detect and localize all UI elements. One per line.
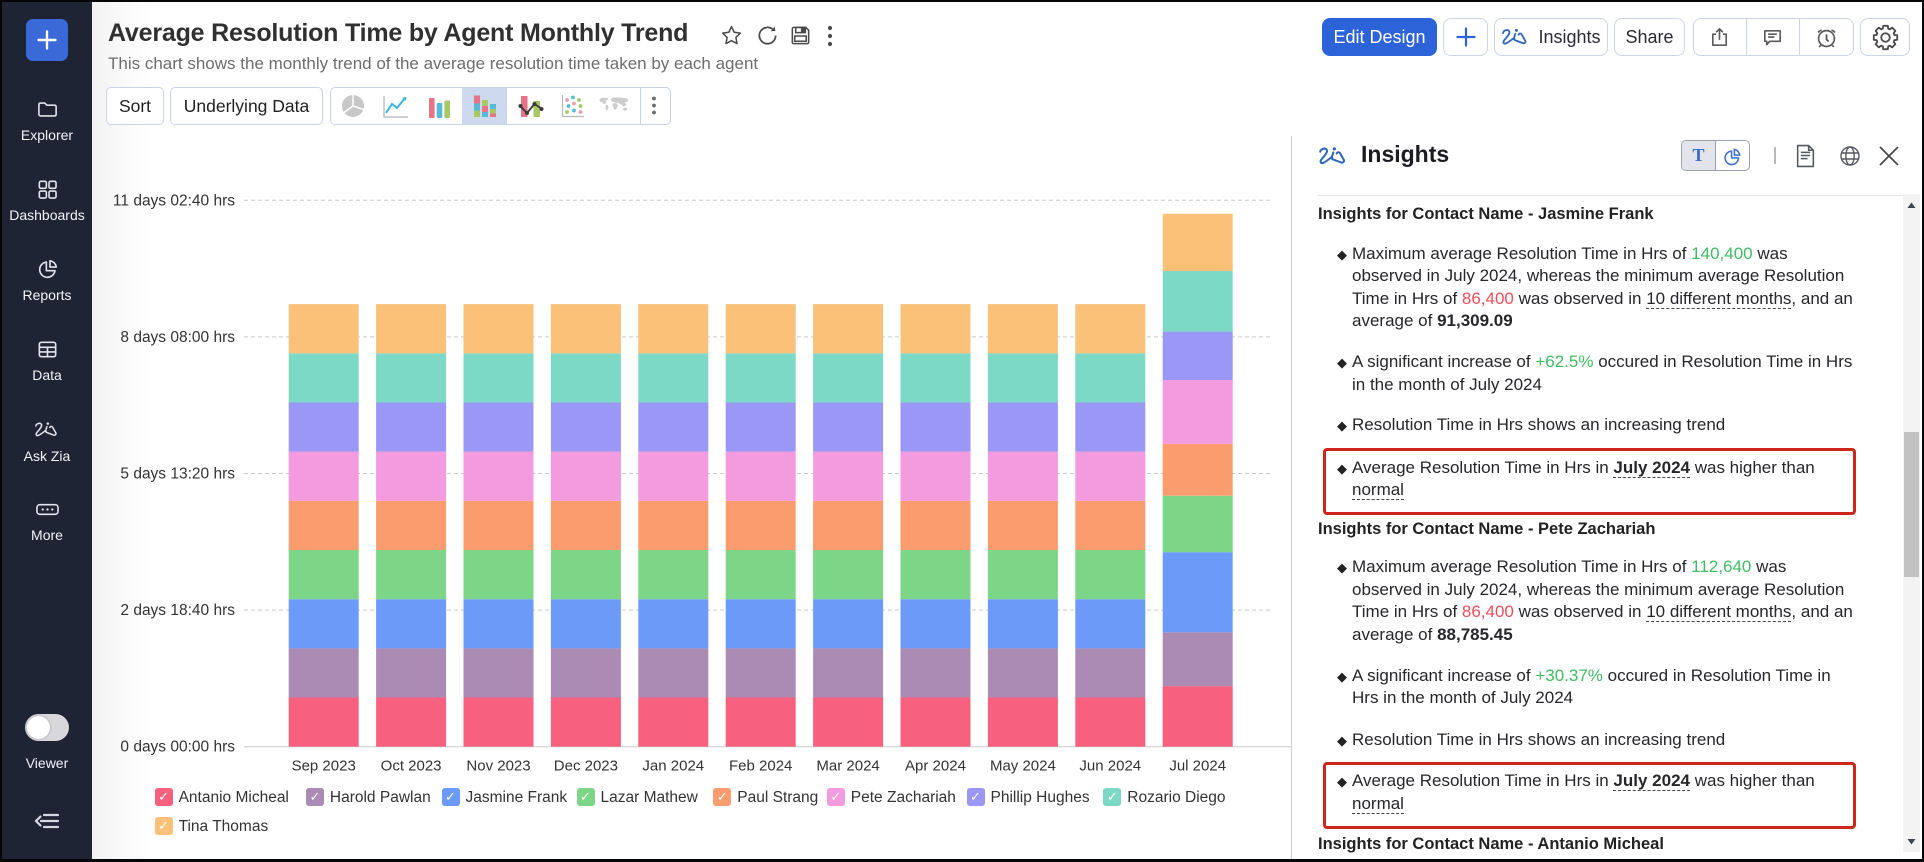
svg-text:8 days 08:00 hrs: 8 days 08:00 hrs (120, 329, 235, 346)
svg-text:Dec 2023: Dec 2023 (554, 758, 618, 775)
svg-text:May 2024: May 2024 (990, 758, 1056, 775)
svg-text:Jan 2024: Jan 2024 (642, 758, 704, 775)
svg-text:Jul 2024: Jul 2024 (1169, 758, 1226, 775)
svg-text:5 days 13:20 hrs: 5 days 13:20 hrs (120, 466, 235, 483)
svg-text:0 days 00:00 hrs: 0 days 00:00 hrs (120, 739, 235, 756)
svg-text:11 days 02:40 hrs: 11 days 02:40 hrs (113, 192, 235, 209)
svg-text:Nov 2023: Nov 2023 (466, 758, 530, 775)
svg-text:Jun 2024: Jun 2024 (1079, 758, 1141, 775)
svg-text:Apr 2024: Apr 2024 (905, 758, 966, 775)
svg-text:Sep 2023: Sep 2023 (292, 758, 356, 775)
svg-text:2 days 18:40 hrs: 2 days 18:40 hrs (120, 602, 235, 619)
svg-text:Mar 2024: Mar 2024 (816, 758, 879, 775)
svg-text:Oct 2023: Oct 2023 (381, 758, 442, 775)
svg-text:Feb 2024: Feb 2024 (729, 758, 792, 775)
